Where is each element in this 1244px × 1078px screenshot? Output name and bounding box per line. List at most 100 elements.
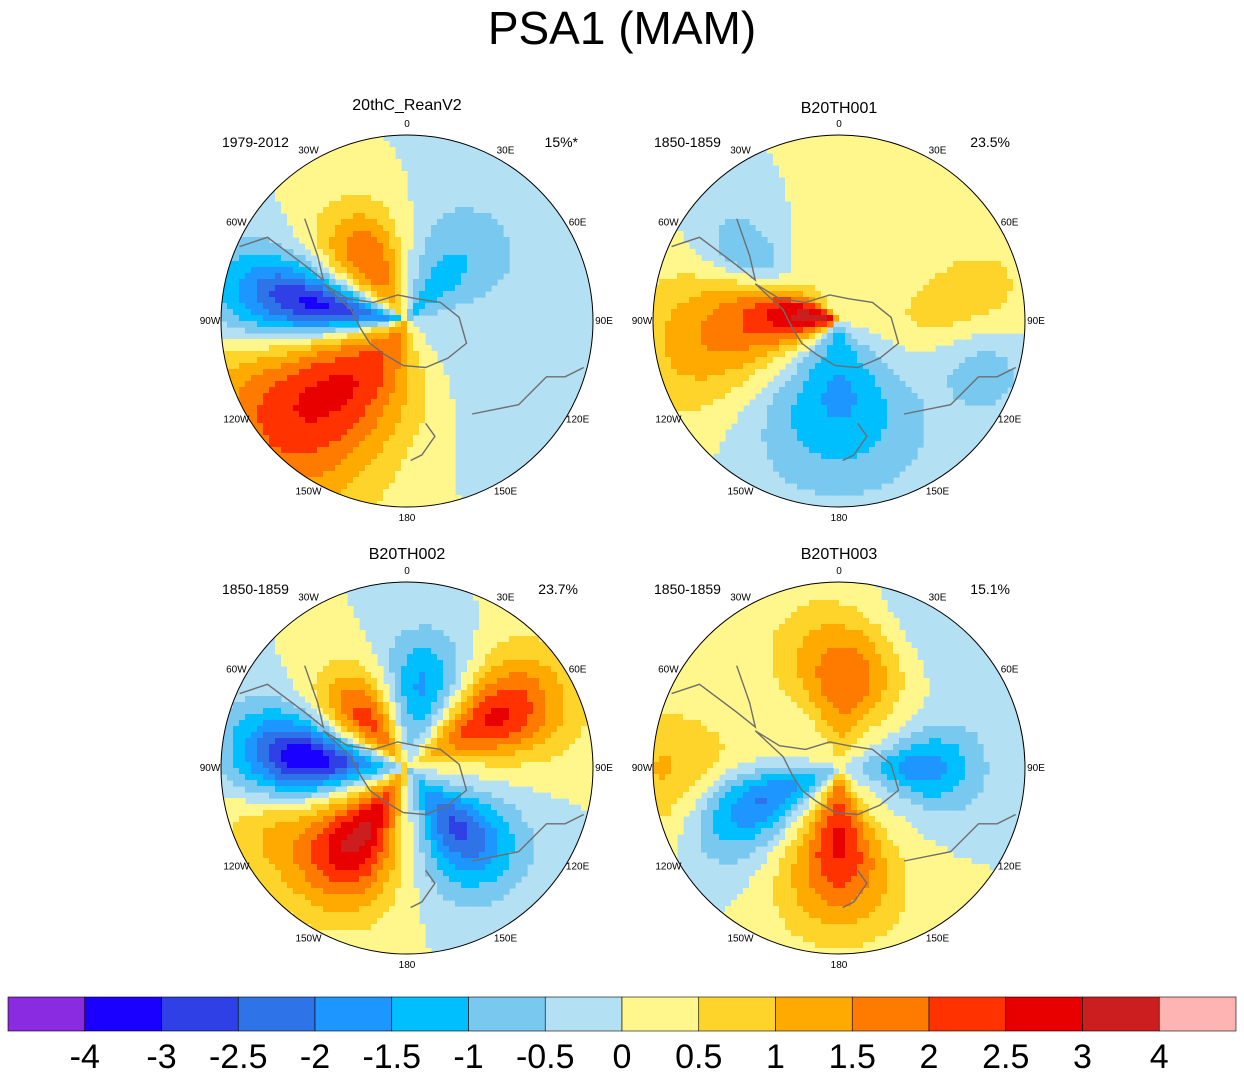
field-cell — [365, 387, 372, 394]
field-cell — [323, 243, 330, 250]
field-cell — [977, 351, 984, 358]
field-cell — [881, 285, 888, 292]
field-cell — [479, 249, 486, 256]
field-cell — [317, 279, 324, 286]
field-cell — [425, 357, 432, 364]
field-cell — [683, 255, 690, 262]
field-cell — [233, 267, 240, 274]
field-cell — [347, 411, 354, 418]
field-cell — [329, 153, 336, 160]
field-cell — [731, 231, 738, 238]
field-cell — [935, 291, 942, 298]
field-cell — [935, 303, 942, 310]
field-cell — [443, 477, 450, 484]
field-cell — [269, 423, 276, 430]
field-cell — [323, 465, 330, 472]
field-cell — [857, 483, 864, 490]
field-cell — [401, 660, 408, 667]
field-cell — [395, 375, 402, 382]
field-cell — [803, 333, 810, 340]
field-cell — [797, 429, 804, 436]
field-cell — [845, 459, 852, 466]
field-cell — [287, 393, 294, 400]
field-cell — [857, 345, 864, 352]
field-cell — [851, 447, 858, 454]
field-cell — [797, 237, 804, 244]
field-cell — [353, 375, 360, 382]
field-cell — [509, 678, 516, 685]
field-cell — [413, 660, 420, 667]
field-cell — [491, 672, 498, 679]
field-cell — [965, 255, 972, 262]
field-cell — [857, 231, 864, 238]
field-cell — [293, 189, 300, 196]
field-cell — [479, 636, 486, 643]
field-cell — [803, 441, 810, 448]
field-cell — [785, 183, 792, 190]
field-cell — [377, 405, 384, 412]
field-cell — [275, 393, 282, 400]
field-cell — [887, 141, 894, 148]
field-cell — [923, 255, 930, 262]
field-cell — [341, 237, 348, 244]
field-cell — [905, 237, 912, 244]
field-cell — [995, 285, 1002, 292]
field-cell — [335, 447, 342, 454]
field-cell — [341, 600, 348, 607]
field-cell — [389, 255, 396, 262]
field-cell — [281, 387, 288, 394]
field-cell — [869, 279, 876, 286]
field-cell — [305, 363, 312, 370]
field-cell — [737, 279, 744, 286]
field-cell — [437, 225, 444, 232]
field-cell — [233, 249, 240, 256]
field-cell — [707, 435, 714, 442]
field-cell — [389, 273, 396, 280]
field-cell — [839, 225, 846, 232]
field-cell — [335, 441, 342, 448]
field-cell — [431, 261, 438, 268]
field-cell — [353, 381, 360, 388]
field-cell — [863, 273, 870, 280]
field-cell — [659, 339, 666, 346]
field-cell — [971, 219, 978, 226]
field-cell — [887, 201, 894, 208]
field-cell — [899, 255, 906, 262]
field-cell — [425, 453, 432, 460]
field-cell — [803, 243, 810, 250]
field-cell — [311, 612, 318, 619]
field-cell — [677, 273, 684, 280]
field-cell — [353, 447, 360, 454]
field-cell — [353, 471, 360, 478]
field-cell — [407, 309, 414, 316]
field-cell — [335, 630, 342, 637]
field-cell — [797, 441, 804, 448]
field-cell — [689, 423, 696, 430]
field-cell — [269, 411, 276, 418]
field-cell — [347, 618, 354, 625]
field-cell — [989, 363, 996, 370]
field-cell — [983, 387, 990, 394]
field-cell — [881, 165, 888, 172]
field-cell — [839, 387, 846, 394]
field-cell — [743, 327, 750, 334]
field-cell — [743, 225, 750, 232]
field-cell — [311, 660, 318, 667]
field-cell — [491, 273, 498, 280]
field-cell — [329, 255, 336, 262]
field-cell — [863, 231, 870, 238]
field-cell — [329, 309, 336, 316]
field-cell — [917, 411, 924, 418]
field-cell — [353, 660, 360, 667]
field-cell — [893, 375, 900, 382]
field-cell — [791, 285, 798, 292]
field-cell — [275, 459, 282, 466]
field-cell — [311, 237, 318, 244]
field-cell — [287, 624, 294, 631]
field-cell — [911, 273, 918, 280]
field-cell — [329, 183, 336, 190]
field-cell — [353, 483, 360, 490]
field-cell — [281, 630, 288, 637]
field-cell — [233, 309, 240, 316]
field-cell — [947, 225, 954, 232]
